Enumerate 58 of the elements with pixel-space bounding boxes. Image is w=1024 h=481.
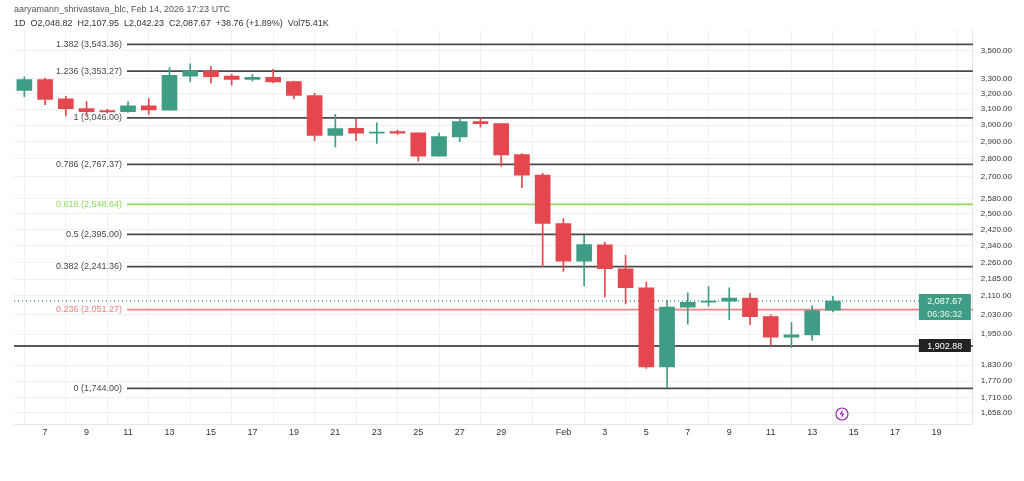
x-tick-label: 11 (766, 427, 776, 438)
ref-line-label: 0.5 (2,395.00) (65, 228, 122, 239)
text: aaryamann_shrivastava_blc, Feb 14, 2026 17:23 UTC (14, 4, 231, 15)
y-tick-label: 3,300.00 (980, 74, 1013, 84)
x-tick-label: 19 (931, 427, 942, 438)
ref-line-label: 1 (3,046.00) (73, 112, 122, 123)
x-tick-label: 9 (726, 427, 732, 438)
y-tick-label: 2,420.00 (980, 224, 1013, 234)
y-tick-label: 2,800.00 (980, 153, 1013, 163)
y-tick-label: 2,110.00 (980, 291, 1012, 301)
x-tick-label: 9 (84, 427, 90, 438)
y-tick-label: 2,700.00 (980, 171, 1013, 181)
y-tick-label: 1,950.00 (980, 329, 1013, 339)
ref-line-label: 0 (1,744.00) (73, 382, 122, 393)
annotation: 06:36:32 (927, 308, 963, 319)
y-tick-label: 2,500.00 (980, 208, 1013, 218)
x-tick-label: 3 (602, 427, 608, 438)
y-tick-label: 3,200.00 (980, 89, 1013, 99)
x-tick-label: 15 (205, 427, 216, 438)
y-tick-label: 3,000.00 (980, 120, 1013, 130)
ref-line-label: 0.236 (2,051.27) (55, 304, 122, 315)
y-tick-label: 3,500.00 (980, 45, 1013, 55)
y-tick-label: 1,710.00 (980, 393, 1013, 403)
y-tick-label: 1,658.00 (980, 408, 1013, 418)
y-tick-label: 2,260.00 (980, 257, 1013, 267)
x-tick-label: 23 (371, 427, 382, 438)
x-tick-label: 29 (496, 427, 507, 438)
x-tick-label: 27 (454, 427, 465, 438)
ref-line-label: 1.382 (3,543.36) (55, 38, 122, 49)
y-tick-label: 2,030.00 (980, 309, 1013, 319)
x-tick-label: 15 (848, 427, 859, 438)
x-tick-label: Feb (555, 427, 572, 438)
x-tick-label: 25 (413, 427, 424, 438)
y-tick-label: 1,830.00 (980, 360, 1013, 370)
x-tick-label: 17 (247, 427, 258, 438)
annotation: 1,902.88 (927, 340, 963, 351)
x-tick-label: 19 (288, 427, 299, 438)
x-tick-label: 17 (890, 427, 901, 438)
y-tick-label: 1,770.00 (980, 376, 1013, 386)
y-tick-label: 3,100.00 (980, 104, 1013, 114)
ref-line-label: 0.382 (2,241.36) (55, 261, 122, 272)
x-tick-label: 13 (164, 427, 175, 438)
x-tick-label: 7 (685, 427, 691, 438)
x-tick-label: 7 (42, 427, 48, 438)
x-tick-label: 13 (807, 427, 818, 438)
ref-line-label: 1.236 (3,353.27) (55, 65, 122, 76)
y-tick-label: 2,340.00 (980, 240, 1013, 250)
text: 1D O2,048.82 H2,107.95 L2,042.23 C2,087.67 +38.76 (+1.89%) Vol75.41K (14, 18, 329, 29)
x-tick-label: 21 (330, 427, 341, 438)
ref-line-label: 0.618 (2,548.64) (55, 198, 122, 209)
ref-line-label: 0.786 (2,767.37) (55, 158, 122, 169)
y-tick-label: 2,900.00 (980, 136, 1013, 146)
x-tick-label: 11 (123, 427, 133, 438)
y-tick-label: 2,185.00 (980, 274, 1013, 284)
annotation: 2,087.67 (927, 295, 963, 306)
x-tick-label: 5 (643, 427, 649, 438)
candlestick (348, 118, 364, 141)
y-tick-label: 2,580.00 (980, 193, 1013, 203)
